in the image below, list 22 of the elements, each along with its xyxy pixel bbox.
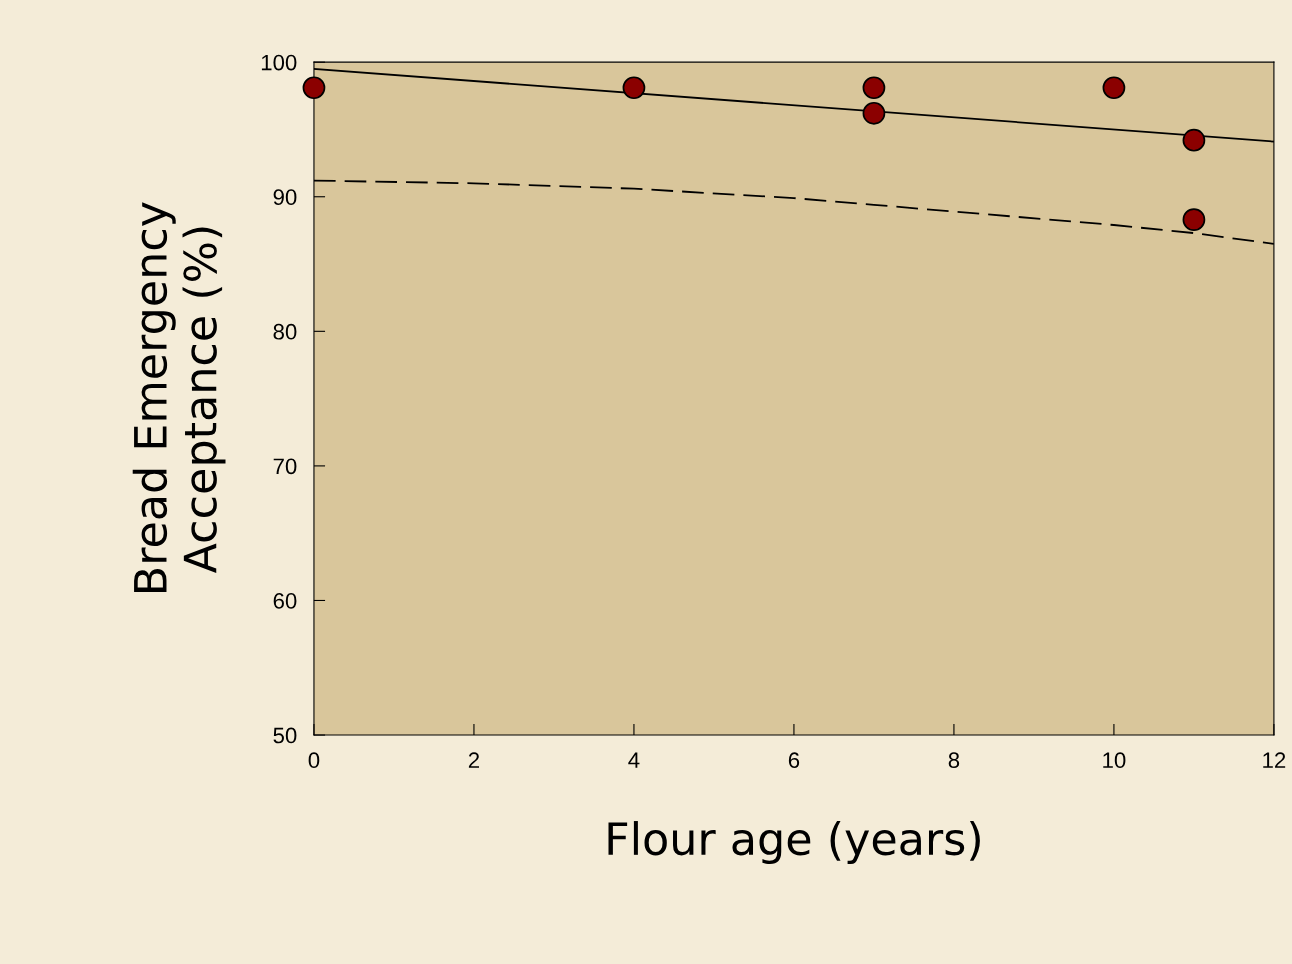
point [862,101,886,125]
x-tick-label: 0 [308,752,320,769]
y-tick-label: 50 [273,727,297,744]
point [1182,208,1206,231]
x-tick-label: 4 [628,752,640,768]
point [1102,76,1126,100]
y-tick-label: 60 [273,593,297,609]
y-axis-title: Bread Emergency Acceptance (%) [132,202,226,592]
x-tick-label: 10 [1103,752,1126,769]
y-tick-label: 90 [273,189,297,206]
x-axis-title: Flour age (years) [608,821,980,865]
x-tick-label: 2 [468,752,480,768]
x-tick-label: 6 [788,752,800,769]
x-tick-label: 12 [1263,752,1286,768]
y-tick-label: 70 [273,458,297,475]
x-tick-label: 8 [948,752,960,769]
point [862,76,886,100]
point [302,76,326,100]
point [622,76,646,100]
y-tick-label: 100 [261,54,297,71]
y-tick-label: 80 [273,323,297,340]
point [1182,128,1206,152]
